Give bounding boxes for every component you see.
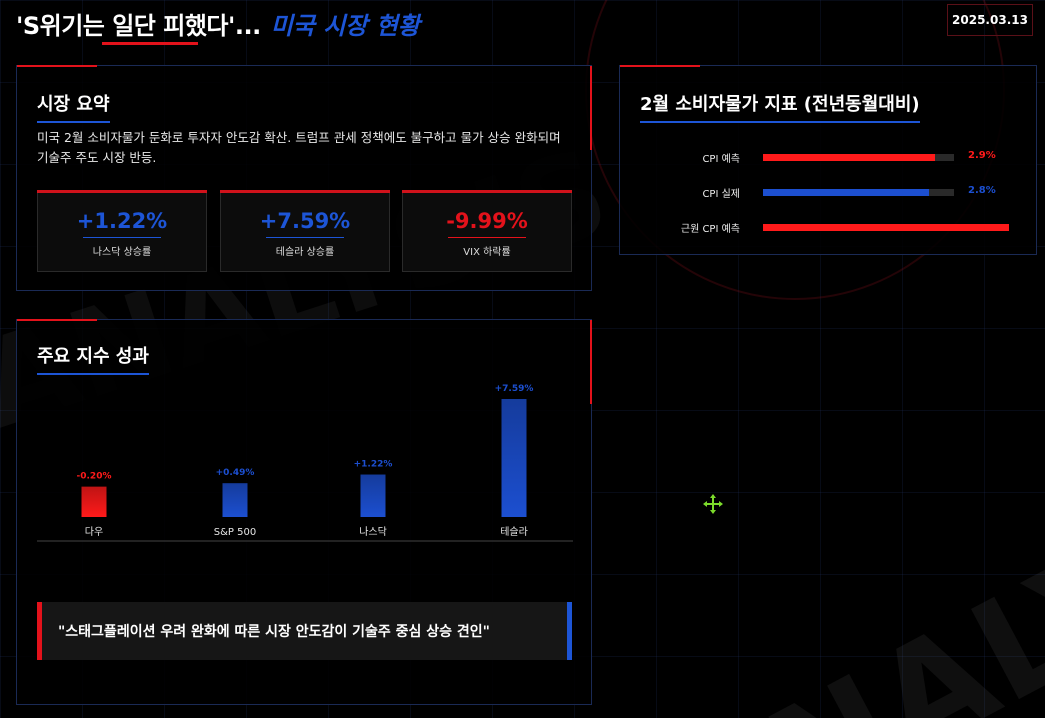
stat-card-tesla: +7.59% 테슬라 상승률 <box>220 190 390 272</box>
bar-value-label: -0.20% <box>77 472 112 482</box>
category-label: 나스닥 <box>359 526 387 538</box>
bar-1 <box>222 483 248 517</box>
panel-accent-right <box>590 320 592 404</box>
category-label: 다우 <box>85 526 103 538</box>
performance-title: 주요 지수 성과 <box>37 342 149 375</box>
page-header: 'S위기는 일단 피했다'... 미국 시장 현황 <box>16 6 420 45</box>
market-summary-panel: 시장 요약 미국 2월 소비자물가 둔화로 투자자 안도감 확산. 트럼프 관세… <box>16 65 592 291</box>
index-bar-chart: -0.20% 다우 +0.49% S&P 500 +1.22% 나스닥 +7.59% 테슬라 <box>37 384 573 542</box>
move-crosshair-icon[interactable] <box>702 493 724 515</box>
stat-value: +7.59% <box>259 209 351 233</box>
cpi-label: CPI 예측 <box>702 154 740 165</box>
stat-card-accent <box>220 190 390 193</box>
stat-underline <box>266 237 344 238</box>
title-underline <box>102 41 198 45</box>
stat-card-vix: -9.99% VIX 하락률 <box>402 190 572 272</box>
cpi-row-actual: CPI 실제 2.8% <box>620 185 1040 201</box>
cpi-fill <box>763 189 930 196</box>
cpi-value: 2.8% <box>968 185 996 196</box>
cpi-value: 2.9% <box>968 150 996 161</box>
bar-value-label: +0.49% <box>216 468 255 478</box>
cpi-track <box>763 189 954 196</box>
category-label: S&P 500 <box>214 527 256 538</box>
bar-2 <box>360 474 386 517</box>
cpi-label: 근원 CPI 예측 <box>680 224 740 235</box>
cpi-track <box>763 154 954 161</box>
category-label: 테슬라 <box>500 526 528 538</box>
stat-value: -9.99% <box>446 209 528 233</box>
cpi-row-core-forecast: 근원 CPI 예측 <box>620 220 1040 236</box>
stat-card-accent <box>402 190 572 193</box>
stat-label: 테슬라 상승률 <box>275 247 335 258</box>
summary-title: 시장 요약 <box>37 90 110 123</box>
bar-0 <box>81 486 107 517</box>
cpi-fill <box>763 154 935 161</box>
page-title: 'S위기는 일단 피했다'... <box>16 6 261 45</box>
cpi-title: 2월 소비자물가 지표 (전년동월대비) <box>640 90 920 123</box>
cpi-panel: 2월 소비자물가 지표 (전년동월대비) CPI 예측 2.9% CPI 실제 … <box>619 65 1037 255</box>
panel-accent-top <box>620 65 700 67</box>
stat-underline <box>83 237 161 238</box>
cpi-fill <box>763 224 1009 231</box>
bar-value-label: +7.59% <box>495 384 534 394</box>
stat-card-nasdaq: +1.22% 나스닥 상승률 <box>37 190 207 272</box>
date-badge: 2025.03.13 <box>947 4 1033 36</box>
stat-value: +1.22% <box>76 209 168 233</box>
summary-text: 미국 2월 소비자물가 둔화로 투자자 안도감 확산. 트럼프 관세 정책에도 … <box>37 130 561 165</box>
panel-accent-top <box>17 65 97 67</box>
stat-card-accent <box>37 190 207 193</box>
index-performance-panel: 주요 지수 성과 -0.20% 다우 +0.49% S&P 500 +1.22% 나스닥 +… <box>16 319 592 705</box>
market-quote: "스태그플레이션 우려 완화에 따른 시장 안도감이 기술주 중심 상승 견인" <box>37 602 572 660</box>
cpi-row-forecast: CPI 예측 2.9% <box>620 150 1040 166</box>
panel-accent-right <box>590 66 592 150</box>
stat-label: VIX 하락률 <box>463 247 511 258</box>
stat-label: 나스닥 상승률 <box>92 247 152 258</box>
background-watermark: ANALYSIS <box>646 388 1045 718</box>
cpi-label: CPI 실제 <box>702 189 740 200</box>
page-subtitle: 미국 시장 현황 <box>270 11 420 40</box>
bar-3 <box>501 399 527 517</box>
stat-underline <box>448 237 526 238</box>
panel-accent-top <box>17 319 97 321</box>
bar-value-label: +1.22% <box>354 460 393 470</box>
cpi-track <box>763 224 1009 231</box>
